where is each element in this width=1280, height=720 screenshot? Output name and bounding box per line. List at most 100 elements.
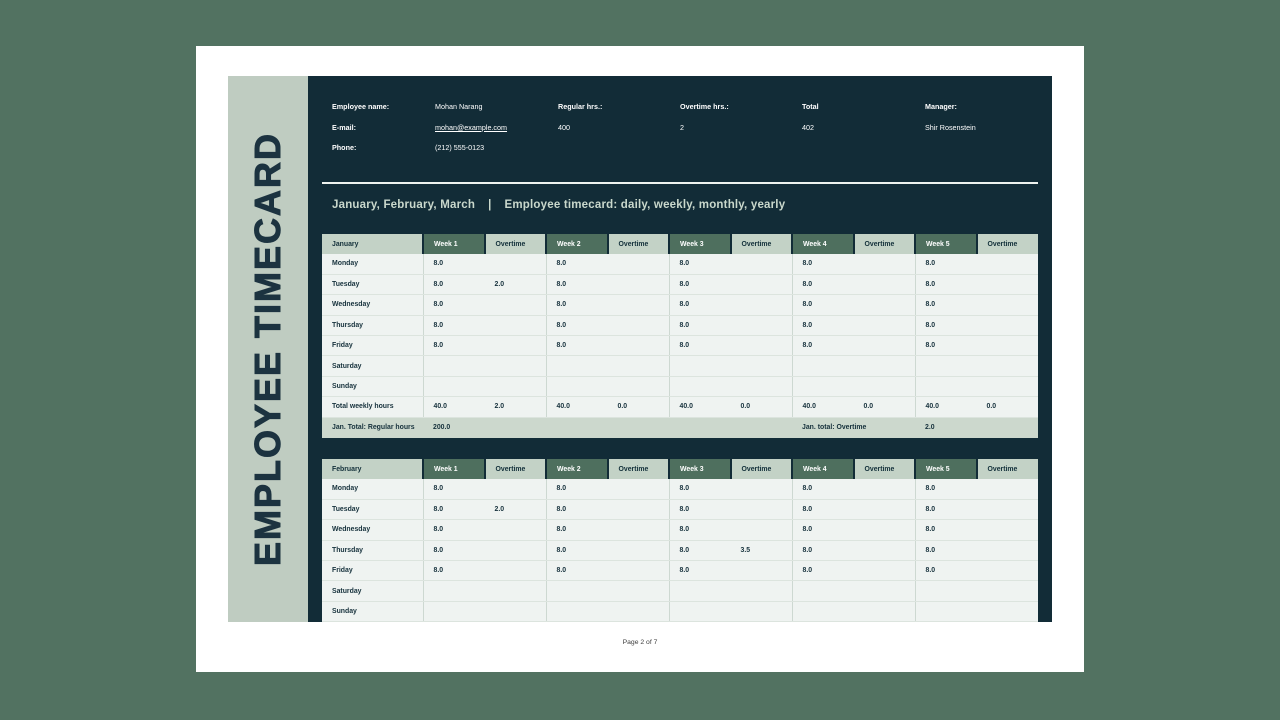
hours-cell: 8.0 (545, 315, 608, 337)
total-label: Total (802, 101, 819, 111)
overtime-cell (484, 254, 546, 275)
section-title: January, February, March | Employee timeca… (332, 199, 785, 211)
day-cell: Wednesday (322, 294, 423, 316)
overtime-cell (853, 499, 915, 521)
hours-cell (422, 376, 485, 398)
table-row: Thursday 8.0 8.0 8.0 3.5 8.0 8.0 (322, 540, 1038, 562)
hours-cell: 8.0 (668, 499, 731, 521)
hours-cell: 8.0 (791, 335, 854, 357)
overtime-cell (607, 601, 669, 622)
document-page: EMPLOYEE TIMECARD Employee name: Mohan N… (196, 46, 1084, 672)
sidebar-title: EMPLOYEE TIMECARD (247, 131, 289, 567)
overtime-cell (853, 274, 915, 296)
overtime-cell (607, 479, 669, 500)
table-row: Wednesday 8.0 8.0 8.0 8.0 8.0 (322, 519, 1038, 541)
week-header-cell: Week 5 (914, 459, 977, 479)
overtime-header-cell: Overtime (852, 459, 915, 479)
overtime-cell (976, 499, 1038, 521)
table-row: Friday 8.0 8.0 8.0 8.0 8.0 (322, 560, 1038, 582)
week-header-cell: Week 2 (545, 234, 608, 254)
overtime-cell (484, 315, 546, 337)
hours-cell: 8.0 (914, 499, 977, 521)
week-header-cell: Week 3 (668, 459, 731, 479)
hours-cell (668, 580, 731, 602)
table-row: Sunday (322, 376, 1038, 398)
overtime-cell: 0.0 (853, 396, 915, 418)
month-total-row: Jan. Total: Regular hours 200.0 Jan. total… (322, 417, 1038, 438)
hours-cell (545, 355, 608, 377)
overtime-cell (730, 376, 792, 398)
table-row: Friday 8.0 8.0 8.0 8.0 8.0 (322, 335, 1038, 357)
hours-cell: 8.0 (791, 499, 854, 521)
table-row: Saturday (322, 580, 1038, 602)
overtime-hrs-value: 2 (680, 122, 684, 132)
day-cell: Friday (322, 335, 423, 357)
overtime-cell: 2.0 (484, 396, 546, 418)
hours-cell: 8.0 (791, 294, 854, 316)
overtime-header-cell: Overtime (729, 234, 792, 254)
employee-name-label: Employee name: (332, 101, 390, 111)
overtime-cell (976, 479, 1038, 500)
day-cell: Friday (322, 560, 423, 582)
overtime-cell (607, 274, 669, 296)
overtime-cell (484, 479, 546, 500)
overtime-cell (976, 376, 1038, 398)
hours-cell: 8.0 (545, 540, 608, 562)
timecard-panel: Employee name: Mohan Narang Regular hrs.… (308, 76, 1052, 622)
hours-cell: 8.0 (791, 479, 854, 500)
day-cell: Saturday (322, 580, 423, 602)
hours-cell (422, 355, 485, 377)
overtime-cell (853, 335, 915, 357)
hours-cell: 40.0 (668, 396, 731, 418)
total-spacer (976, 417, 1038, 438)
table-header-row: January Week 1 Overtime Week 2 Overtime Week … (322, 234, 1038, 254)
email-label: E-mail: (332, 122, 356, 132)
overtime-cell: 2.0 (484, 274, 546, 296)
overtime-cell (607, 315, 669, 337)
hours-cell: 8.0 (791, 540, 854, 562)
hours-cell: 8.0 (422, 540, 485, 562)
overtime-cell (853, 580, 915, 602)
overtime-cell (484, 519, 546, 541)
hours-cell: 8.0 (914, 540, 977, 562)
hours-cell: 8.0 (422, 315, 485, 337)
hours-cell: 8.0 (422, 519, 485, 541)
total-regular-label: Jan. Total: Regular hours (322, 417, 423, 438)
overtime-cell (607, 335, 669, 357)
day-cell: Sunday (322, 376, 423, 398)
overtime-header-cell: Overtime (483, 234, 546, 254)
overtime-cell (607, 355, 669, 377)
table-row: Tuesday 8.0 2.0 8.0 8.0 8.0 8.0 (322, 274, 1038, 296)
hours-cell (914, 580, 977, 602)
overtime-hrs-label: Overtime hrs.: (680, 101, 729, 111)
timecard-table-february: February Week 1 Overtime Week 2 Overtime Week… (322, 459, 1038, 622)
overtime-cell (730, 335, 792, 357)
overtime-cell (976, 355, 1038, 377)
hours-cell (668, 355, 731, 377)
table-header-row: February Week 1 Overtime Week 2 Overtime Week… (322, 459, 1038, 479)
overtime-cell (484, 580, 546, 602)
hours-cell (668, 601, 731, 622)
overtime-cell (976, 601, 1038, 622)
overtime-header-cell: Overtime (606, 459, 669, 479)
phone-value: (212) 555-0123 (435, 143, 485, 153)
email-link[interactable]: mohan@example.com (435, 122, 508, 132)
hours-cell (791, 355, 854, 377)
overtime-cell (853, 294, 915, 316)
section-months: January, February, March (332, 199, 476, 211)
overtime-header-cell: Overtime (483, 459, 546, 479)
hours-cell (668, 376, 731, 398)
hours-cell: 8.0 (668, 274, 731, 296)
table-row: Monday 8.0 8.0 8.0 8.0 8.0 (322, 254, 1038, 275)
hours-cell (791, 376, 854, 398)
overtime-cell (607, 499, 669, 521)
hours-cell: 8.0 (914, 519, 977, 541)
hours-cell: 8.0 (914, 294, 977, 316)
hours-cell: 8.0 (545, 560, 608, 582)
week-header-cell: Week 4 (791, 234, 854, 254)
overtime-cell (607, 254, 669, 275)
overtime-header-cell: Overtime (606, 234, 669, 254)
january-table-host: January Week 1 Overtime Week 2 Overtime Week … (322, 234, 1038, 438)
overtime-cell (730, 479, 792, 500)
week-header-cell: Week 4 (791, 459, 854, 479)
